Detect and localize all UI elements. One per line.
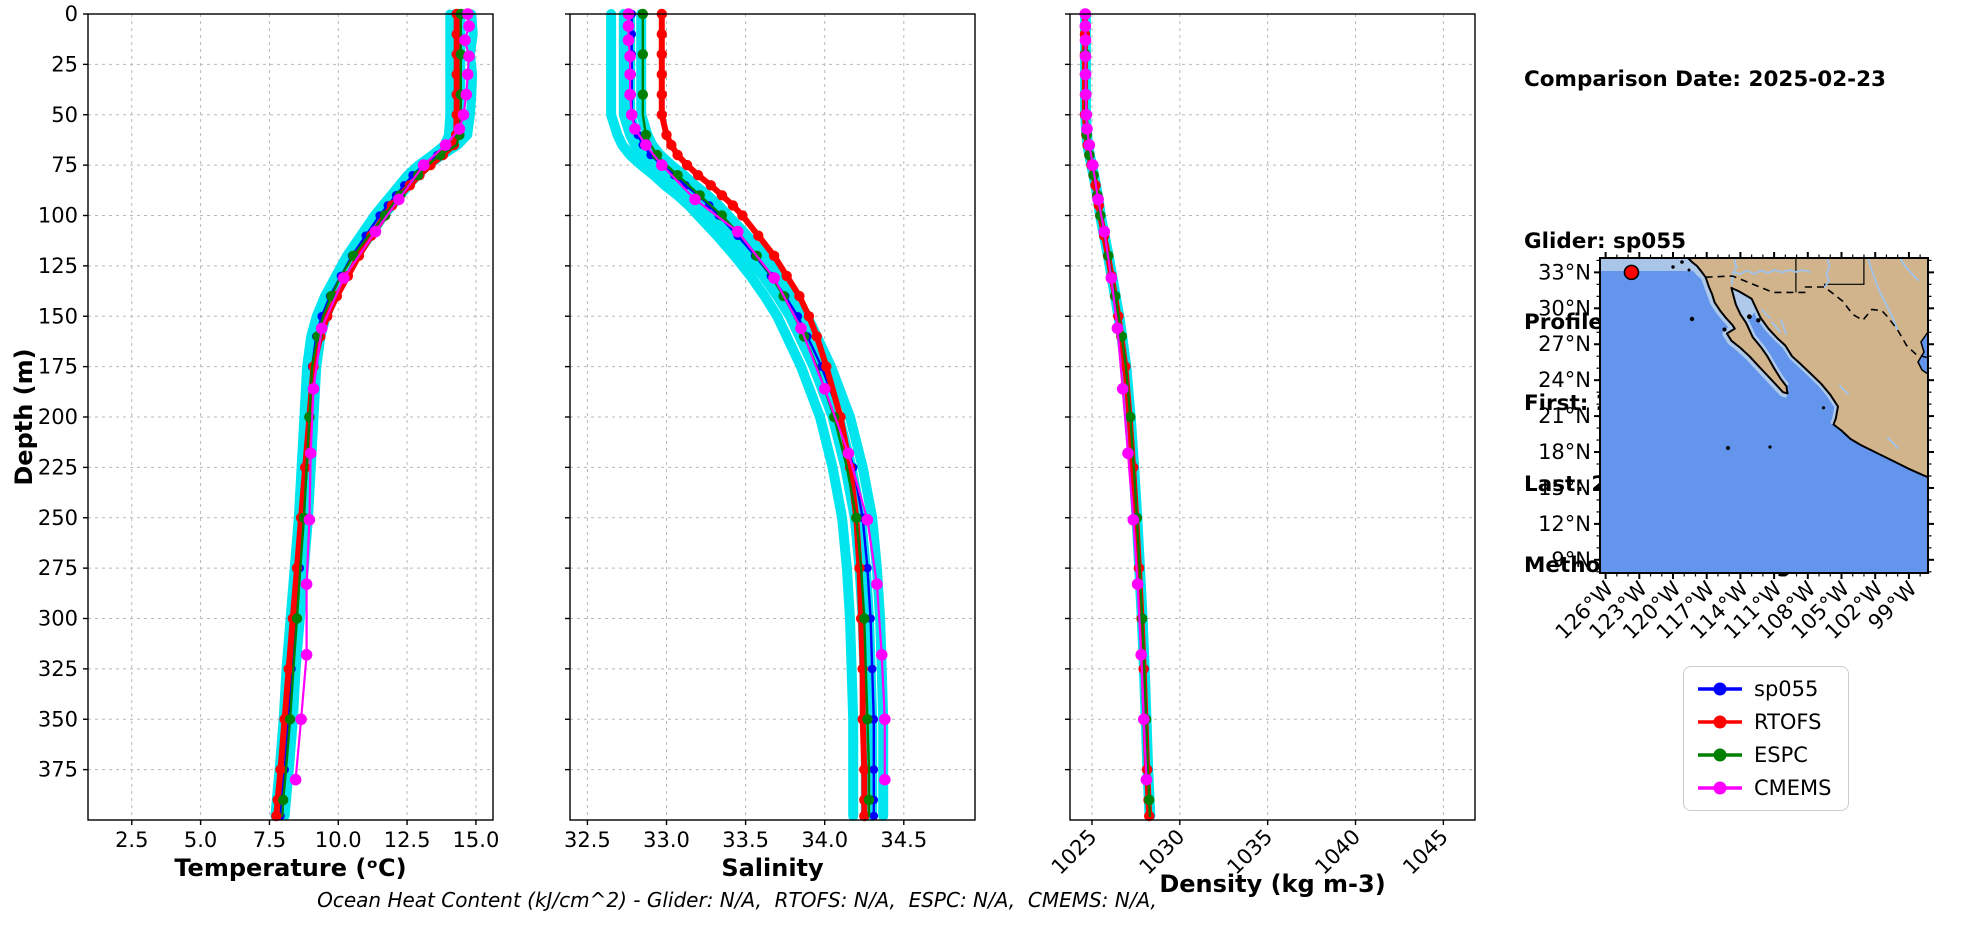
temperature-xtick-label: 7.5 [253, 828, 286, 852]
map-islands [1671, 260, 1826, 450]
map-lat-label: 15°N [1538, 476, 1591, 500]
glider-name: Glider: sp055 [1524, 229, 1687, 254]
depth-tick-label: 250 [38, 506, 78, 530]
footer-note: Ocean Heat Content (kJ/cm^2) - Glider: N… [317, 888, 1157, 912]
legend-label: CMEMS [1754, 776, 1832, 800]
temperature-axis-title: Temperature (ᵒC) [174, 854, 406, 882]
salinity-xtick-label: 34.0 [801, 828, 848, 852]
legend-label: ESPC [1754, 743, 1808, 767]
depth-tick-label: 100 [38, 204, 78, 228]
location-map: 33°N30°N27°N24°N21°N18°N15°N12°N9°N126°W… [1538, 252, 1934, 644]
legend-swatch-icon [1698, 781, 1742, 795]
map-lat-label: 27°N [1538, 332, 1591, 356]
temperature-xtick-label: 15.0 [453, 828, 500, 852]
density-series-glider-raw-1 [1080, 10, 1153, 820]
metadata-spacer [1524, 147, 1886, 174]
temperature-xtick-label: 12.5 [384, 828, 431, 852]
profiles-svg: 2.5 5.0 7.5 10.0 12.5 15.0 0 25 50 75 100 125 150 175… [10, 2, 1476, 898]
map-us-mexico-border [1705, 275, 1927, 359]
map-rivers [1730, 257, 1919, 449]
depth-tick-label: 175 [38, 355, 78, 379]
legend-label: sp055 [1754, 677, 1819, 701]
temperature-xtick-label: 5.0 [184, 828, 217, 852]
map-glider-marker [1623, 264, 1640, 281]
density-axis-title: Density (kg m-3) [1159, 870, 1385, 898]
salinity-xtick-label: 32.5 [564, 828, 611, 852]
depth-tick-label: 50 [51, 103, 78, 127]
legend-item-ESPC: ESPC [1696, 743, 1832, 767]
depth-tick-label: 125 [38, 254, 78, 278]
depth-tick-label: 275 [38, 556, 78, 580]
depth-tick-label: 300 [38, 607, 78, 631]
map-lat-label: 30°N [1538, 296, 1591, 320]
density-xtick-label: 1045 [1398, 825, 1453, 880]
salinity-xtick-label: 34.5 [880, 828, 927, 852]
depth-tick-label: 200 [38, 405, 78, 429]
salinity-xtick-label: 33.5 [722, 828, 769, 852]
depth-tick-label: 25 [51, 52, 78, 76]
depth-tick-label: 225 [38, 455, 78, 479]
legend-item-RTOFS: RTOFS [1696, 710, 1832, 734]
map-geometry [1599, 257, 1929, 574]
salinity-series-CMEMS [622, 8, 891, 786]
legend-item-sp055: sp055 [1696, 677, 1832, 701]
depth-tick-label: 75 [51, 153, 78, 177]
legend-box: sp055 RTOFS ESPC CMEMS [1683, 666, 1849, 811]
legend-swatch-icon [1698, 682, 1742, 696]
salinity-panel: 32.5 33.0 33.5 34.0 34.5 Salinity [564, 8, 976, 882]
depth-tick-label: 325 [38, 657, 78, 681]
map-lat-label: 9°N [1551, 548, 1591, 572]
legend-swatch-icon [1698, 748, 1742, 762]
temperature-series-glider-raw-1 [270, 9, 455, 821]
map-lat-label: 12°N [1538, 512, 1591, 536]
temperature-panel: 2.5 5.0 7.5 10.0 12.5 15.0 0 25 50 75 100 125 150 175… [38, 2, 499, 882]
legend-item-CMEMS: CMEMS [1696, 776, 1832, 800]
density-series-CMEMS [1079, 8, 1153, 786]
temperature-xtick-label: 2.5 [115, 828, 148, 852]
salinity-xtick-label: 33.0 [643, 828, 690, 852]
depth-axis-label: Depth (m) [10, 348, 38, 485]
map-lat-label: 18°N [1538, 440, 1591, 464]
depth-tick-label: 0 [65, 2, 78, 26]
depth-tick-label: 375 [38, 758, 78, 782]
map-shelf-gulf-head [1731, 287, 1757, 323]
temperature-xtick-label: 10.0 [315, 828, 362, 852]
map-lat-label: 24°N [1538, 368, 1591, 392]
map-land [1687, 257, 1929, 479]
comparison-date: Comparison Date: 2025-02-23 [1524, 67, 1887, 92]
salinity-series-glider-raw-1 [606, 9, 859, 821]
salinity-axis-title: Salinity [721, 854, 824, 882]
map-marker-layer [1623, 264, 1640, 281]
density-xtick-label: 1025 [1047, 825, 1102, 880]
map-lat-label: 21°N [1538, 404, 1591, 428]
map-lat-label: 33°N [1538, 260, 1591, 284]
salinity-series-glider-raw-4 [636, 9, 889, 821]
legend-label: RTOFS [1754, 710, 1822, 734]
depth-tick-label: 350 [38, 707, 78, 731]
legend-swatch-icon [1698, 715, 1742, 729]
depth-tick-label: 150 [38, 304, 78, 328]
